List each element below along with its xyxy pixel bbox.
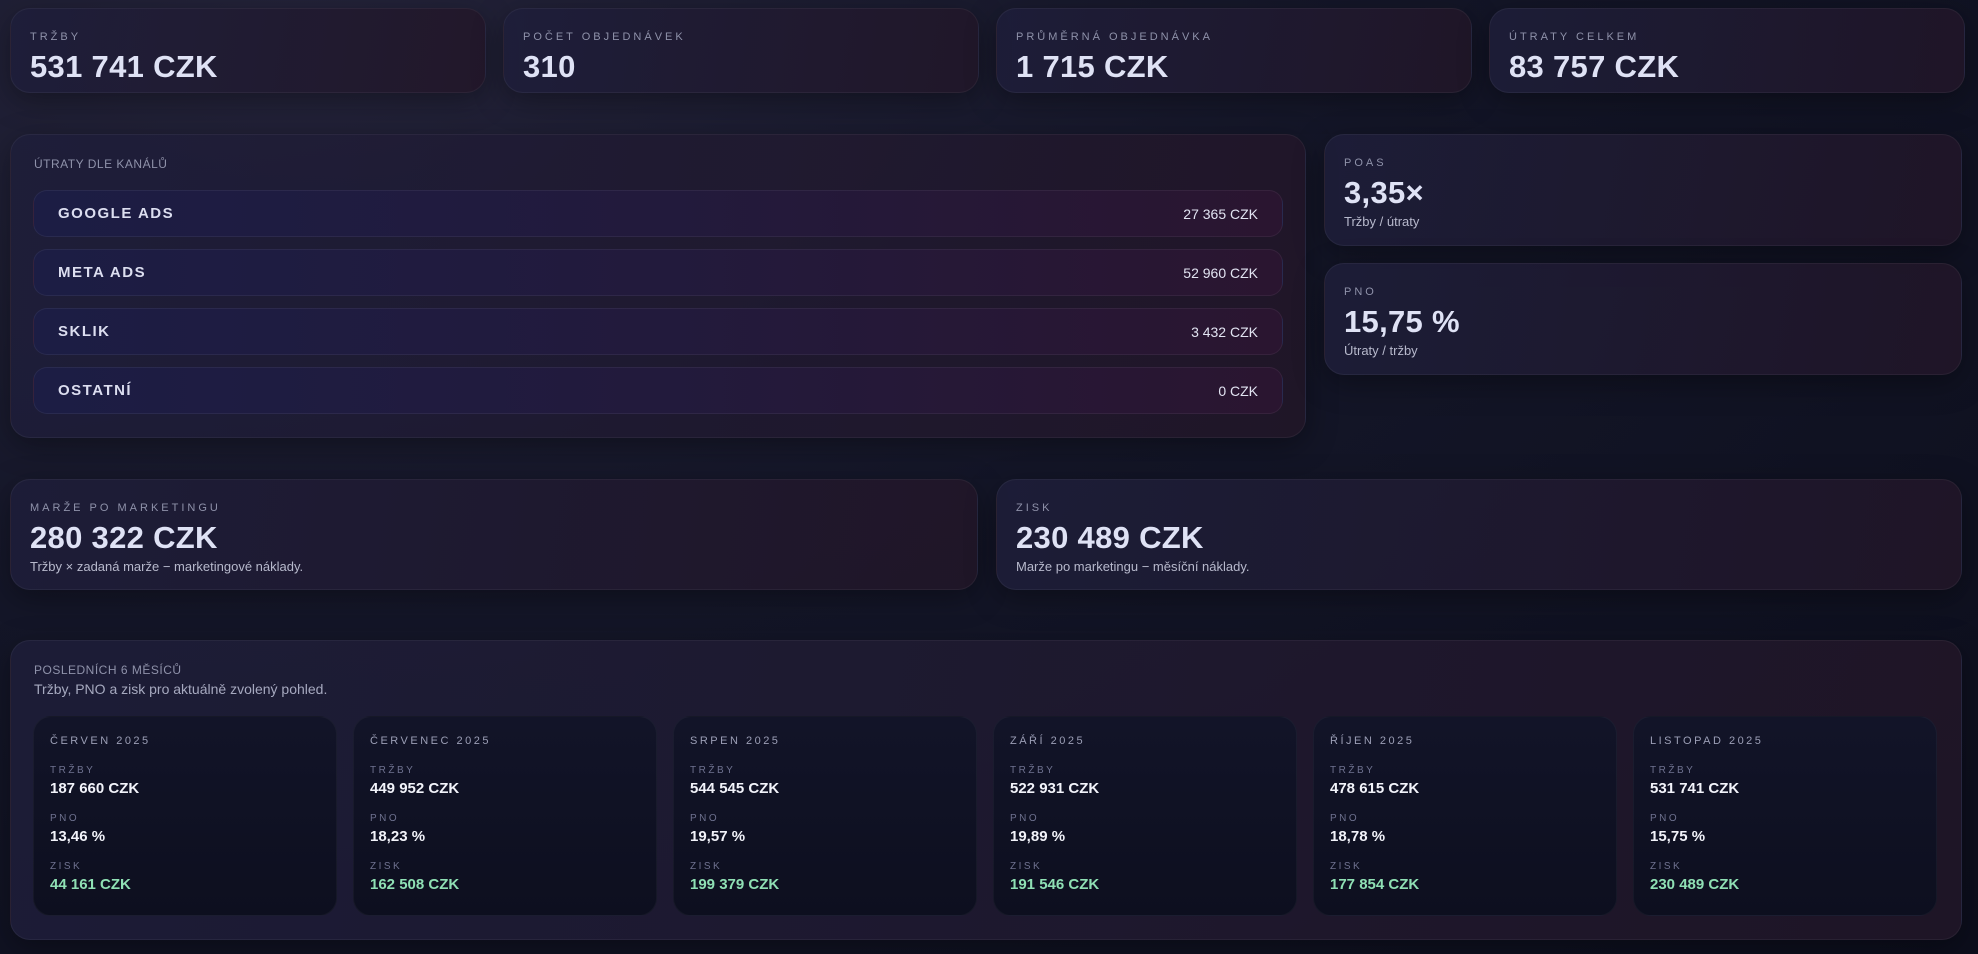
month-title: ZÁŘÍ 2025: [1010, 735, 1086, 747]
margin-card: MARŽE PO MARKETINGU 280 322 CZK Tržby × …: [10, 479, 978, 590]
kpi-label: TRŽBY: [30, 31, 82, 43]
pno-value: 18,78 %: [1330, 828, 1386, 845]
kpi-value: 15,75 %: [1344, 304, 1460, 339]
profit-label: ZISK: [50, 861, 83, 872]
kpi-card-avg-order: PRŮMĚRNÁ OBJEDNÁVKA 1 715 CZK: [996, 8, 1472, 93]
month-card: LISTOPAD 2025 TRŽBY 531 741 CZK PNO 15,7…: [1633, 716, 1937, 916]
profit-value: 177 854 CZK: [1330, 876, 1420, 893]
kpi-label: PRŮMĚRNÁ OBJEDNÁVKA: [1016, 31, 1213, 43]
kpi-value: 230 489 CZK: [1016, 520, 1204, 555]
month-title: ŘÍJEN 2025: [1330, 735, 1415, 747]
revenue-label: TRŽBY: [1010, 765, 1056, 776]
profit-card: ZISK 230 489 CZK Marže po marketingu − m…: [996, 479, 1962, 590]
kpi-card-spend-total: ÚTRATY CELKEM 83 757 CZK: [1489, 8, 1965, 93]
poas-card: POAS 3,35× Tržby / útraty: [1324, 134, 1962, 246]
revenue-label: TRŽBY: [1650, 765, 1696, 776]
profit-label: ZISK: [690, 861, 723, 872]
kpi-label: ZISK: [1016, 502, 1053, 514]
month-card: SRPEN 2025 TRŽBY 544 545 CZK PNO 19,57 %…: [673, 716, 977, 916]
profit-label: ZISK: [1010, 861, 1043, 872]
channel-row-meta-ads: META ADS 52 960 CZK: [33, 249, 1283, 296]
channel-row-google-ads: GOOGLE ADS 27 365 CZK: [33, 190, 1283, 237]
revenue-value: 478 615 CZK: [1330, 780, 1420, 797]
profit-label: ZISK: [1650, 861, 1683, 872]
profit-value: 191 546 CZK: [1010, 876, 1100, 893]
month-card: ZÁŘÍ 2025 TRŽBY 522 931 CZK PNO 19,89 % …: [993, 716, 1297, 916]
pno-label: PNO: [370, 813, 400, 824]
pno-label: PNO: [690, 813, 720, 824]
revenue-value: 187 660 CZK: [50, 780, 140, 797]
kpi-value: 1 715 CZK: [1016, 49, 1169, 84]
revenue-value: 449 952 CZK: [370, 780, 460, 797]
kpi-value: 280 322 CZK: [30, 520, 218, 555]
profit-label: ZISK: [370, 861, 403, 872]
revenue-label: TRŽBY: [50, 765, 96, 776]
profit-value: 44 161 CZK: [50, 876, 131, 893]
section-title: POSLEDNÍCH 6 MĚSÍCŮ: [34, 663, 182, 677]
revenue-label: TRŽBY: [1330, 765, 1376, 776]
kpi-description: Tržby × zadaná marže − marketingové nákl…: [30, 559, 304, 574]
pno-value: 19,89 %: [1010, 828, 1066, 845]
pno-value: 19,57 %: [690, 828, 746, 845]
channel-name: GOOGLE ADS: [58, 205, 175, 222]
month-title: ČERVENEC 2025: [370, 735, 491, 747]
pno-label: PNO: [1330, 813, 1360, 824]
channel-name: META ADS: [58, 264, 147, 281]
profit-value: 199 379 CZK: [690, 876, 780, 893]
month-title: ČERVEN 2025: [50, 735, 151, 747]
section-subtitle: Tržby, PNO a zisk pro aktuálně zvolený p…: [34, 681, 328, 697]
pno-label: PNO: [50, 813, 80, 824]
section-title: ÚTRATY DLE KANÁLŮ: [34, 157, 168, 171]
pno-value: 13,46 %: [50, 828, 106, 845]
channel-row-other: OSTATNÍ 0 CZK: [33, 367, 1283, 414]
kpi-value: 3,35×: [1344, 175, 1424, 210]
profit-value: 162 508 CZK: [370, 876, 460, 893]
profit-value: 230 489 CZK: [1650, 876, 1740, 893]
pno-label: PNO: [1010, 813, 1040, 824]
month-card: ŘÍJEN 2025 TRŽBY 478 615 CZK PNO 18,78 %…: [1313, 716, 1617, 916]
channel-name: SKLIK: [58, 323, 111, 340]
channel-value: 0 CZK: [1218, 382, 1258, 399]
channel-value: 52 960 CZK: [1183, 264, 1258, 281]
pno-card: PNO 15,75 % Útraty / tržby: [1324, 263, 1962, 375]
month-card: ČERVEN 2025 TRŽBY 187 660 CZK PNO 13,46 …: [33, 716, 337, 916]
kpi-description: Tržby / útraty: [1344, 214, 1420, 229]
kpi-label: POAS: [1344, 157, 1387, 169]
revenue-label: TRŽBY: [370, 765, 416, 776]
kpi-description: Útraty / tržby: [1344, 343, 1418, 358]
pno-value: 18,23 %: [370, 828, 426, 845]
kpi-card-revenue: TRŽBY 531 741 CZK: [10, 8, 486, 93]
revenue-label: TRŽBY: [690, 765, 736, 776]
revenue-value: 531 741 CZK: [1650, 780, 1740, 797]
month-title: LISTOPAD 2025: [1650, 735, 1764, 747]
kpi-value: 310: [523, 49, 576, 84]
kpi-label: POČET OBJEDNÁVEK: [523, 31, 686, 43]
kpi-description: Marže po marketingu − měsíční náklady.: [1016, 559, 1250, 574]
channel-row-sklik: SKLIK 3 432 CZK: [33, 308, 1283, 355]
pno-value: 15,75 %: [1650, 828, 1706, 845]
profit-label: ZISK: [1330, 861, 1363, 872]
kpi-label: PNO: [1344, 286, 1377, 298]
channel-value: 27 365 CZK: [1183, 205, 1258, 222]
revenue-value: 522 931 CZK: [1010, 780, 1100, 797]
kpi-card-orders: POČET OBJEDNÁVEK 310: [503, 8, 979, 93]
channel-value: 3 432 CZK: [1191, 323, 1258, 340]
channel-name: OSTATNÍ: [58, 382, 133, 399]
kpi-label: MARŽE PO MARKETINGU: [30, 502, 221, 514]
month-title: SRPEN 2025: [690, 735, 781, 747]
pno-label: PNO: [1650, 813, 1680, 824]
kpi-value: 531 741 CZK: [30, 49, 218, 84]
revenue-value: 544 545 CZK: [690, 780, 780, 797]
kpi-label: ÚTRATY CELKEM: [1509, 31, 1640, 43]
kpi-value: 83 757 CZK: [1509, 49, 1680, 84]
month-card: ČERVENEC 2025 TRŽBY 449 952 CZK PNO 18,2…: [353, 716, 657, 916]
